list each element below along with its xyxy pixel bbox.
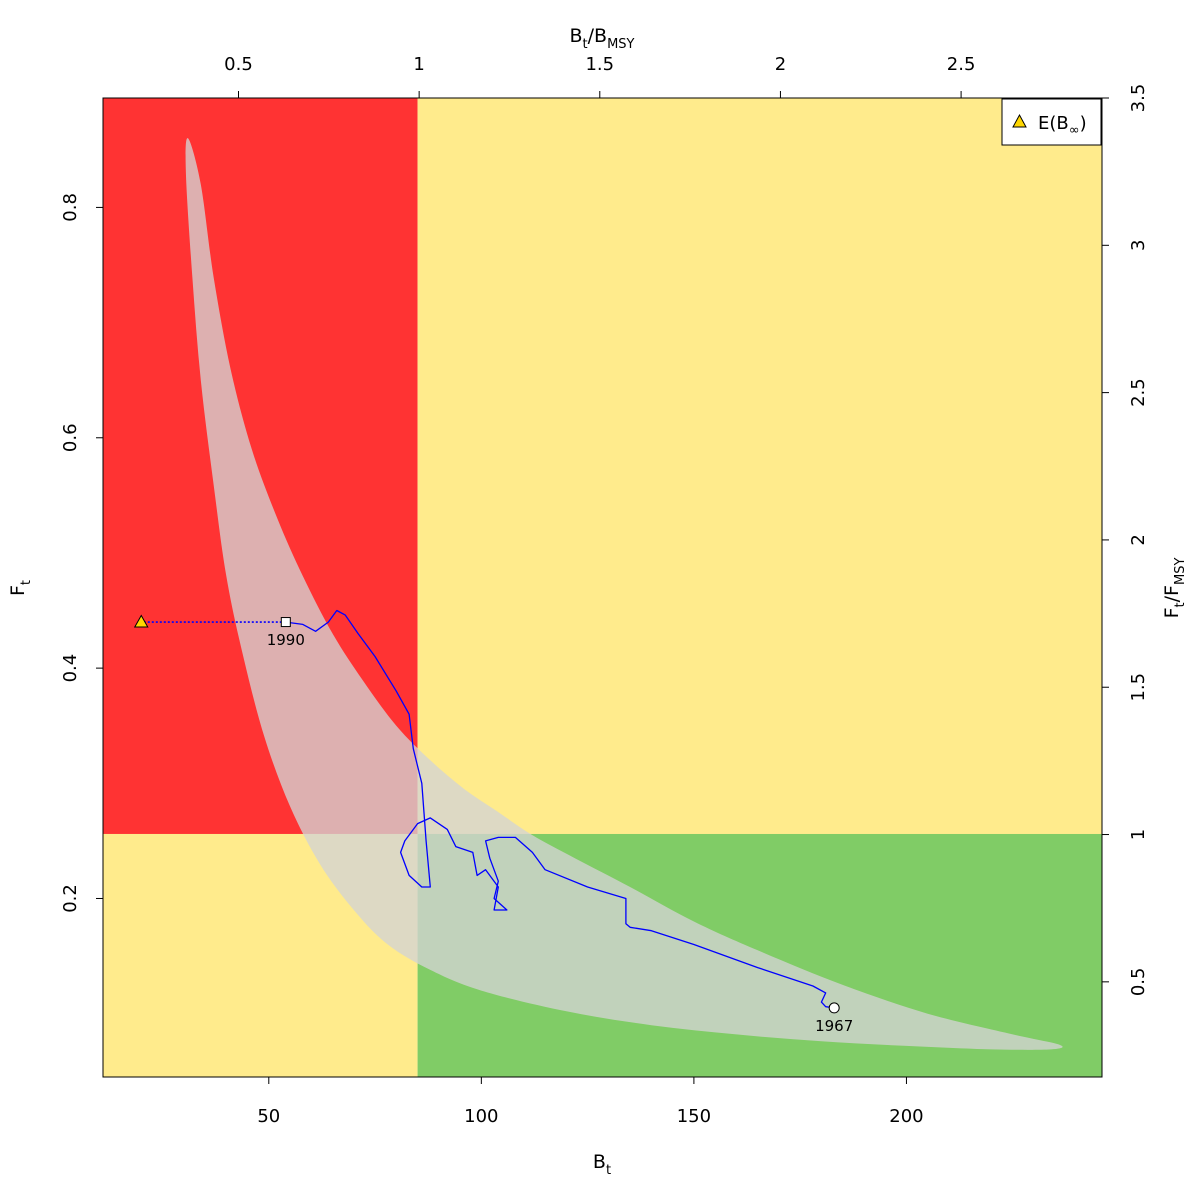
bottom-tick-label: 100 [464, 1106, 498, 1127]
marker-circle-1 [828, 1002, 840, 1014]
top-tick-label: 0.5 [224, 54, 253, 75]
right-tick-label: 0.5 [1128, 968, 1149, 997]
right-tick-label: 1 [1128, 829, 1149, 840]
markers-group: 1990 1967 [133, 614, 853, 1035]
top-tick-label: 2.5 [947, 54, 976, 75]
marker-label-1990: 1990 [267, 631, 305, 649]
legend-triangle-icon [1012, 113, 1027, 128]
bottom-axis-title: Bt [593, 1151, 611, 1178]
right-axis-title: Ft/FMSY [1161, 558, 1188, 619]
top-axis-title: Bt/BMSY [569, 25, 634, 52]
right-tick-label: 3 [1128, 240, 1149, 251]
trajectory-line-0 [285, 609, 835, 1009]
bottom-tick-label: 150 [677, 1106, 711, 1127]
marker-square-0 [280, 617, 291, 628]
top-tick-label: 1 [413, 54, 424, 75]
right-tick-label: 1.5 [1128, 673, 1149, 702]
bottom-tick-label: 50 [257, 1106, 280, 1127]
status-zones [103, 98, 1102, 1077]
left-axis-title: Ft [7, 580, 34, 596]
right-tick-label: 3.5 [1128, 84, 1149, 113]
legend-label: E(B∞) [1038, 113, 1087, 138]
marker-triangle-2 [133, 614, 149, 628]
right-tick-label: 2 [1128, 534, 1149, 545]
left-tick-label: 0.6 [60, 423, 81, 452]
top-tick-label: 2 [775, 54, 786, 75]
axis-ticks: 50 100 150 200 0.2 0.4 0.6 0.8 0.5 1 1.5 2 2.5 0.5 1 1.… [60, 54, 1149, 1127]
plot-frame [102, 97, 1103, 1078]
zone-yellow-upper [417, 98, 1102, 834]
left-tick-label: 0.2 [60, 884, 81, 913]
marker-label-1967: 1967 [815, 1017, 853, 1035]
left-tick-label: 0.4 [60, 654, 81, 683]
confidence-region [185, 138, 1063, 1050]
legend: E(B∞) [1001, 98, 1102, 146]
bottom-tick-label: 200 [889, 1106, 923, 1127]
top-tick-label: 1.5 [585, 54, 614, 75]
right-tick-label: 2.5 [1128, 378, 1149, 407]
confidence-region-group [185, 138, 1063, 1050]
left-tick-label: 0.8 [60, 193, 81, 222]
trajectory-group [141, 609, 835, 1009]
